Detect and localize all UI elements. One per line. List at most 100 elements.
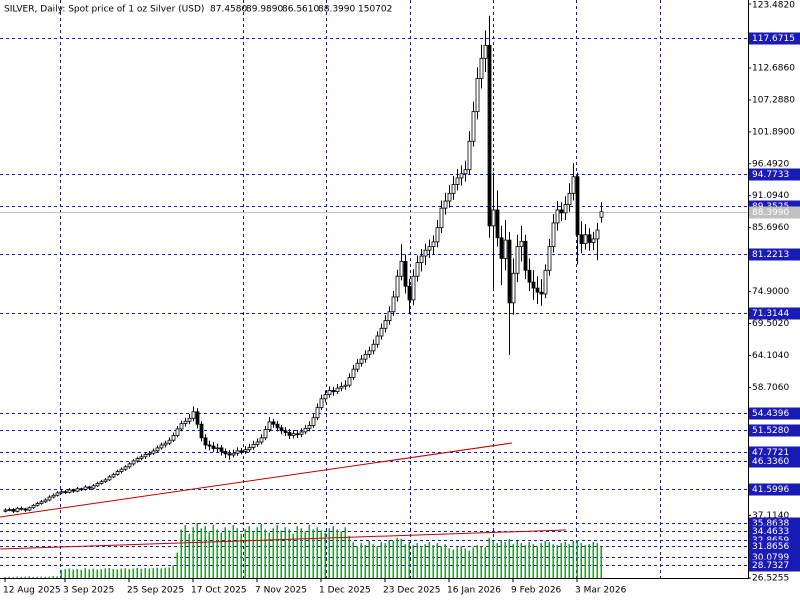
- volume-bar: [560, 543, 562, 578]
- volume-bar: [232, 525, 234, 578]
- candle-body: [239, 450, 244, 453]
- last-price-box: [749, 206, 800, 219]
- level-label: 46.3360: [752, 457, 789, 467]
- candle-body: [347, 377, 352, 386]
- last-price-label: 88.3990: [752, 208, 789, 218]
- candle-body: [167, 439, 172, 444]
- volume-bar: [60, 569, 62, 578]
- volume-bar: [412, 545, 414, 578]
- candle-body: [67, 489, 72, 493]
- candle-body: [271, 421, 276, 425]
- candle-body: [243, 449, 248, 452]
- candle-body: [151, 450, 156, 454]
- volume-bar: [420, 546, 422, 578]
- volume-bar: [200, 528, 202, 578]
- candle-body: [27, 507, 32, 511]
- volume-bar: [24, 576, 26, 578]
- volume-bar: [552, 544, 554, 578]
- volume-bar: [556, 545, 558, 578]
- candle-body: [163, 442, 168, 446]
- candle-body: [279, 427, 284, 432]
- x-tick-label: 3 Sep 2025: [63, 586, 114, 596]
- x-tick-label: 23 Dec 2025: [383, 586, 441, 596]
- volume-bar: [436, 543, 438, 578]
- volume-bar: [508, 538, 510, 578]
- volume-bar: [424, 544, 426, 578]
- candle-body: [155, 447, 160, 452]
- volume-bar: [324, 532, 326, 578]
- volume-bar: [356, 546, 358, 578]
- volume-bar: [480, 546, 482, 578]
- candle-body: [539, 291, 544, 295]
- candle-body: [547, 246, 552, 271]
- volume-bar: [248, 526, 250, 578]
- candle-body: [195, 411, 200, 425]
- volume-bar: [124, 568, 126, 578]
- y-tick-label: 112.6860: [752, 63, 795, 73]
- level-label: 81.2213: [752, 250, 789, 260]
- volume-bar: [80, 569, 82, 578]
- candle-body: [207, 444, 212, 447]
- volume-bar: [192, 527, 194, 578]
- volume-bar: [344, 527, 346, 578]
- candle-body: [587, 234, 592, 243]
- volume-bar: [216, 529, 218, 578]
- candle-body: [79, 488, 84, 491]
- volume-bar: [224, 527, 226, 578]
- candle-body: [563, 204, 568, 214]
- volume-bar: [484, 547, 486, 578]
- candle-body: [63, 491, 68, 494]
- candle-body: [535, 287, 540, 293]
- volume-bar: [40, 576, 42, 578]
- trend-line: [0, 529, 567, 550]
- volume-bar: [172, 565, 174, 578]
- candle-body: [95, 483, 100, 487]
- level-label-box: [749, 424, 800, 437]
- candle-body: [355, 362, 360, 370]
- y-tick-label: 96.4920: [752, 159, 789, 169]
- candle-body: [467, 140, 472, 171]
- candle-body: [339, 385, 344, 389]
- volume-bar: [328, 528, 330, 578]
- volume-bar: [300, 528, 302, 578]
- x-tick-label: 16 Jan 2026: [447, 586, 501, 596]
- volume-bar: [268, 532, 270, 578]
- candle-body: [479, 57, 484, 79]
- volume-bar: [280, 530, 282, 578]
- candle-body: [3, 509, 8, 512]
- volume-bar: [88, 569, 90, 578]
- candle-body: [559, 209, 564, 214]
- candle-body: [39, 501, 44, 504]
- volume-bar: [284, 527, 286, 578]
- volume-bar: [76, 568, 78, 578]
- volume-bar: [264, 529, 266, 578]
- volume-bar: [384, 543, 386, 578]
- volume-bar: [32, 576, 34, 578]
- volume-bar: [4, 576, 6, 578]
- candle-body: [387, 311, 392, 322]
- candle-body: [275, 423, 280, 429]
- x-tick-label: 17 Oct 2025: [191, 586, 247, 596]
- candle-body: [363, 353, 368, 360]
- candle-body: [459, 173, 464, 179]
- candle-body: [415, 262, 420, 277]
- candle-body: [331, 390, 336, 393]
- candle-body: [423, 249, 428, 257]
- volume-bar: [204, 526, 206, 578]
- candle-body: [175, 428, 180, 436]
- candle-body: [287, 432, 292, 436]
- level-label: 34.4633: [752, 527, 789, 537]
- candle-body: [91, 485, 96, 489]
- candle-body: [327, 390, 332, 396]
- level-label-box: [749, 559, 800, 572]
- volume-bar: [20, 576, 22, 578]
- volume-bar: [332, 526, 334, 578]
- volume-bar: [100, 569, 102, 578]
- volume-bar: [212, 525, 214, 578]
- volume-bar: [276, 525, 278, 578]
- candle-body: [575, 176, 580, 236]
- candle-body: [183, 420, 188, 425]
- volume-bar: [260, 524, 262, 578]
- volume-bar: [96, 569, 98, 578]
- volume-bar: [236, 528, 238, 578]
